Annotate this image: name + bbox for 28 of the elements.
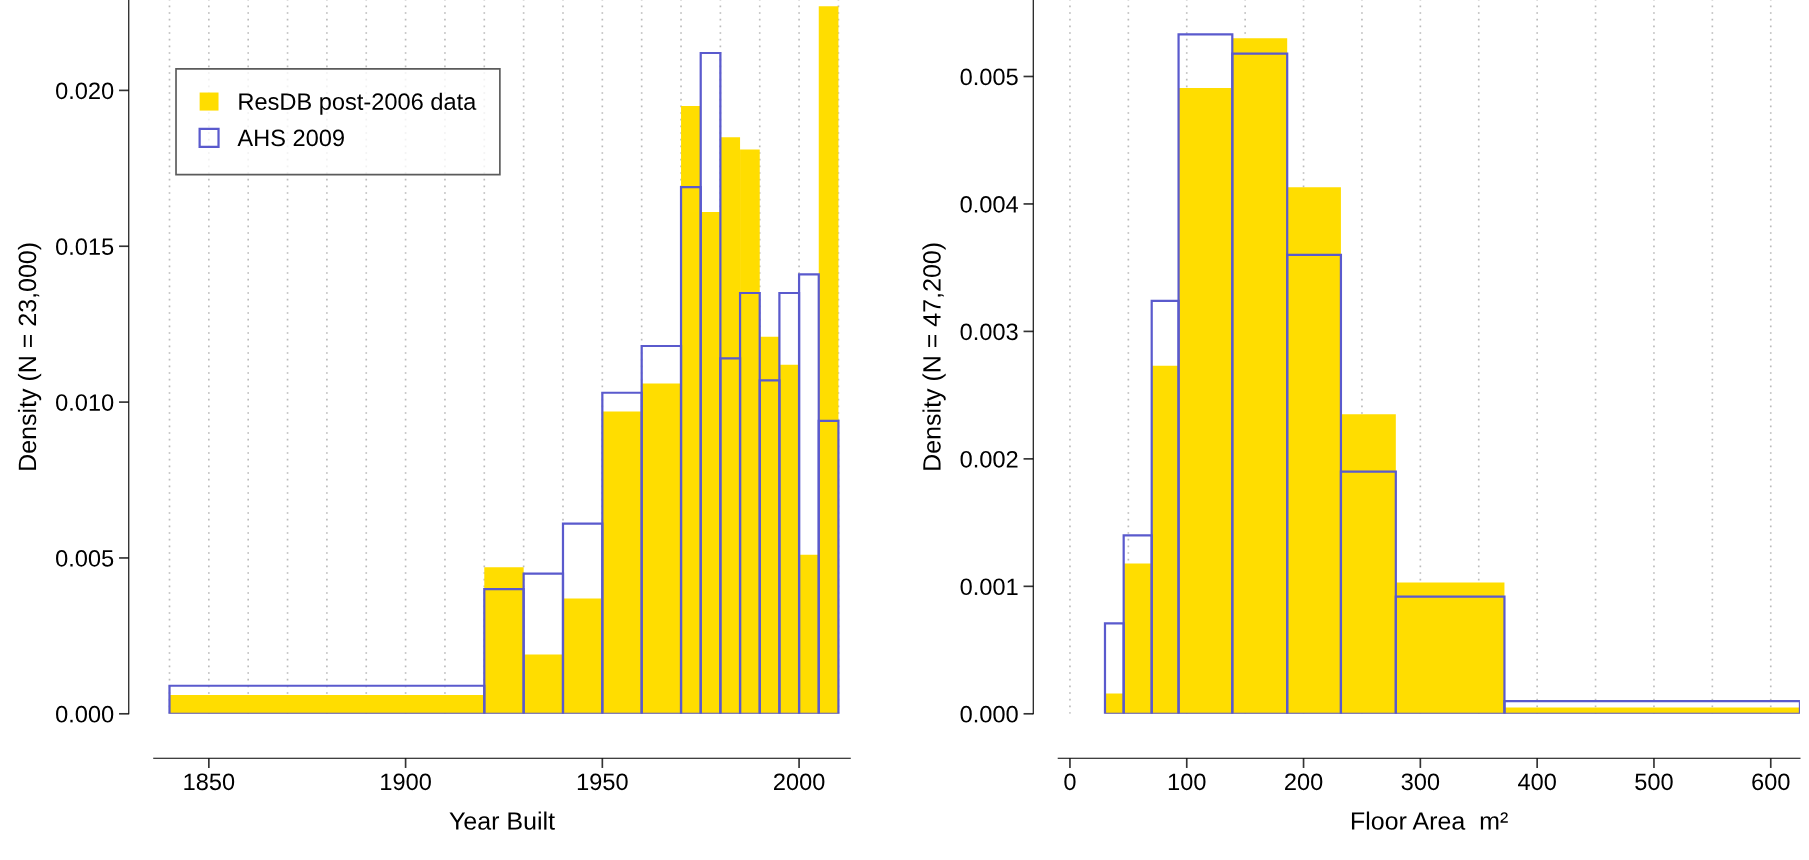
y-tick-label: 0.005 bbox=[960, 68, 1018, 86]
y-axis-title: Density (N = 23,000) bbox=[17, 243, 42, 470]
x-tick-label: 400 bbox=[1518, 773, 1556, 791]
x-tick-label: 600 bbox=[1752, 773, 1790, 791]
y-tick-label: 0.004 bbox=[960, 196, 1018, 213]
x-tick-label: 500 bbox=[1635, 773, 1673, 791]
x-tick-label: 200 bbox=[1285, 773, 1323, 791]
x-axis-title: Year Built bbox=[449, 811, 555, 830]
x-tick-label: 1900 bbox=[381, 773, 431, 791]
x-tick-label: 100 bbox=[1168, 773, 1206, 791]
x-tick-label: 1850 bbox=[184, 773, 235, 791]
y-tick-label: 0.001 bbox=[960, 578, 1018, 596]
x-tick-label: 1950 bbox=[577, 773, 628, 791]
x-tick-label: 2000 bbox=[774, 773, 825, 791]
y-tick-label: 0.005 bbox=[56, 550, 114, 567]
y-tick-label: 0.003 bbox=[960, 323, 1018, 341]
y-tick-label: 0.000 bbox=[56, 705, 114, 723]
legend-label: ResDB post-2006 data bbox=[239, 92, 477, 115]
y-tick-label: 0.015 bbox=[56, 238, 114, 256]
y-tick-label: 0.020 bbox=[56, 82, 114, 100]
y-tick-label: 0.000 bbox=[960, 705, 1018, 723]
y-tick-label: 0.010 bbox=[56, 394, 114, 411]
x-tick-label: 300 bbox=[1401, 773, 1440, 791]
x-axis-title: Floor Area m² bbox=[1351, 811, 1508, 830]
x-tick-label: 0 bbox=[1064, 773, 1076, 791]
y-tick-label: 0.002 bbox=[960, 450, 1018, 468]
y-axis-title: Density (N = 47,200) bbox=[922, 243, 946, 470]
legend-label: AHS 2009 bbox=[237, 129, 344, 147]
